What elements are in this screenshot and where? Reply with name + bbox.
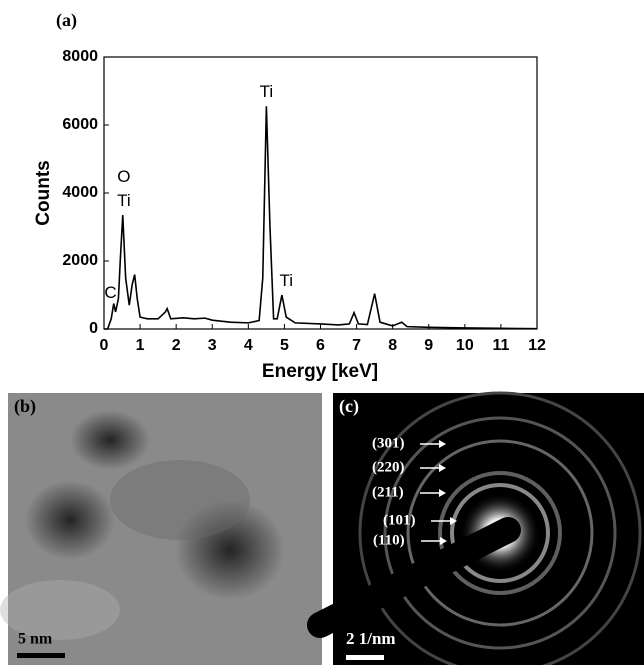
panel-b: (b) 5 nm	[0, 393, 322, 665]
x-tick-label: 11	[492, 337, 509, 354]
arrow-head	[439, 440, 446, 448]
y-tick-label: 6000	[62, 116, 98, 133]
x-tick-label: 5	[280, 337, 289, 354]
scale-bar-label: 5 nm	[18, 631, 53, 648]
dark-region	[175, 500, 285, 600]
y-tick-label: 0	[89, 320, 98, 337]
panel-label: (b)	[14, 396, 36, 417]
x-axis-label: Energy [keV]	[262, 361, 378, 382]
dark-region	[25, 480, 115, 560]
x-tick-label: 4	[244, 337, 253, 354]
x-tick-label: 12	[528, 337, 546, 354]
x-tick-label: 2	[172, 337, 181, 354]
plot-frame	[103, 56, 538, 330]
arrow-head	[440, 537, 447, 545]
arrow-head	[439, 464, 446, 472]
chart-area: 0 1 2 3 4 5 6 7 8 9 10 11 1202000400060008000COTiTiT…	[62, 48, 546, 354]
arrow-head	[450, 517, 457, 525]
x-tick-label: 3	[208, 337, 217, 354]
x-tick-label: 8	[388, 337, 397, 354]
ring-label: (110)	[373, 532, 405, 548]
ring	[406, 439, 594, 627]
y-tick-label: 8000	[62, 48, 98, 65]
peak-label: Ti	[117, 191, 131, 210]
peak-label: O	[117, 167, 130, 186]
panel-label: (c)	[339, 396, 359, 417]
ring-label: (301)	[372, 435, 405, 451]
spectrum-line	[104, 106, 538, 330]
y-axis-label: Counts	[33, 160, 54, 225]
light-region	[0, 580, 120, 640]
peak-label: C	[104, 283, 116, 302]
arrow-head	[439, 489, 446, 497]
ring	[383, 416, 617, 650]
ring	[438, 471, 562, 595]
panel-c: (c) (301) (220) (211) (101) (110) 2 1/nm	[307, 391, 644, 670]
ring-label: (101)	[383, 512, 416, 528]
y-tick-label: 4000	[62, 184, 98, 201]
x-tick-label: 1	[136, 337, 145, 354]
dark-region	[110, 460, 250, 540]
x-tick-label: 0	[100, 337, 109, 354]
scale-bar-label: 2 1/nm	[346, 629, 396, 648]
ring-label: (220)	[372, 459, 405, 475]
ring-labels: (301) (220) (211) (101) (110)	[372, 435, 457, 548]
beam-stop	[307, 517, 521, 638]
peak-label: Ti	[260, 82, 274, 101]
dark-region	[70, 410, 150, 470]
ring	[450, 483, 550, 583]
ring	[358, 391, 642, 670]
y-tick-label: 2000	[62, 252, 98, 269]
x-tick-label: 7	[352, 337, 361, 354]
scale-bar	[17, 653, 65, 658]
peak-label: Ti	[279, 271, 293, 290]
ring-label: (211)	[372, 484, 404, 500]
panel-label: (a)	[56, 10, 77, 31]
x-tick-label: 6	[316, 337, 325, 354]
x-tick-label: 9	[424, 337, 433, 354]
x-tick-label: 10	[456, 337, 474, 354]
scale-bar	[346, 655, 384, 660]
